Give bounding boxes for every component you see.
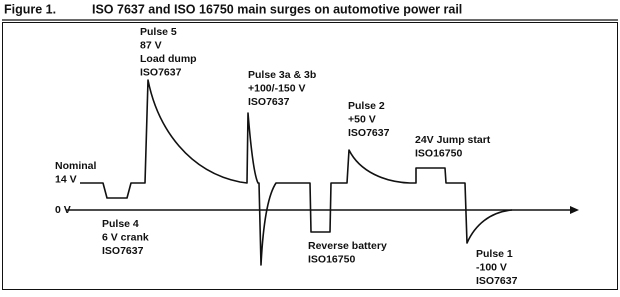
annotation-line: Pulse 3a & 3b [248, 69, 316, 81]
waveform [80, 79, 513, 266]
figure-label: Figure 1. [4, 2, 56, 16]
annotation-line: Pulse 2 [348, 100, 385, 112]
annotation-line: +100/-150 V [248, 82, 306, 94]
figure-title: ISO 7637 and ISO 16750 main surges on au… [92, 2, 462, 16]
annotation-line: ISO7637 [476, 275, 518, 287]
annotation-line: Nominal [55, 160, 97, 172]
axis-arrow [570, 206, 579, 214]
annotation-line: 14 V [55, 173, 77, 185]
annotation-line: Pulse 5 [140, 26, 177, 38]
annotation-line: +50 V [348, 113, 376, 125]
annotation-line: 0 V [55, 204, 71, 216]
frame [2, 22, 618, 290]
annotation-line: Pulse 4 [102, 218, 139, 230]
annotation-line: ISO7637 [140, 66, 182, 78]
annotation-line: ISO7637 [248, 96, 290, 108]
annotation-line: ISO16750 [308, 253, 355, 265]
annotation-line: Reverse battery [308, 240, 387, 252]
annotation-line: Load dump [140, 53, 197, 65]
annotation-line: Pulse 1 [476, 248, 513, 260]
annotation-line: 24V Jump start [415, 134, 491, 146]
annotation-line: ISO16750 [415, 147, 462, 159]
annotation-line: ISO7637 [102, 245, 144, 257]
annotation-line: 6 V crank [102, 231, 149, 243]
annotation-line: -100 V [476, 261, 507, 273]
annotation-line: ISO7637 [348, 127, 390, 139]
annotation-line: 87 V [140, 39, 162, 51]
